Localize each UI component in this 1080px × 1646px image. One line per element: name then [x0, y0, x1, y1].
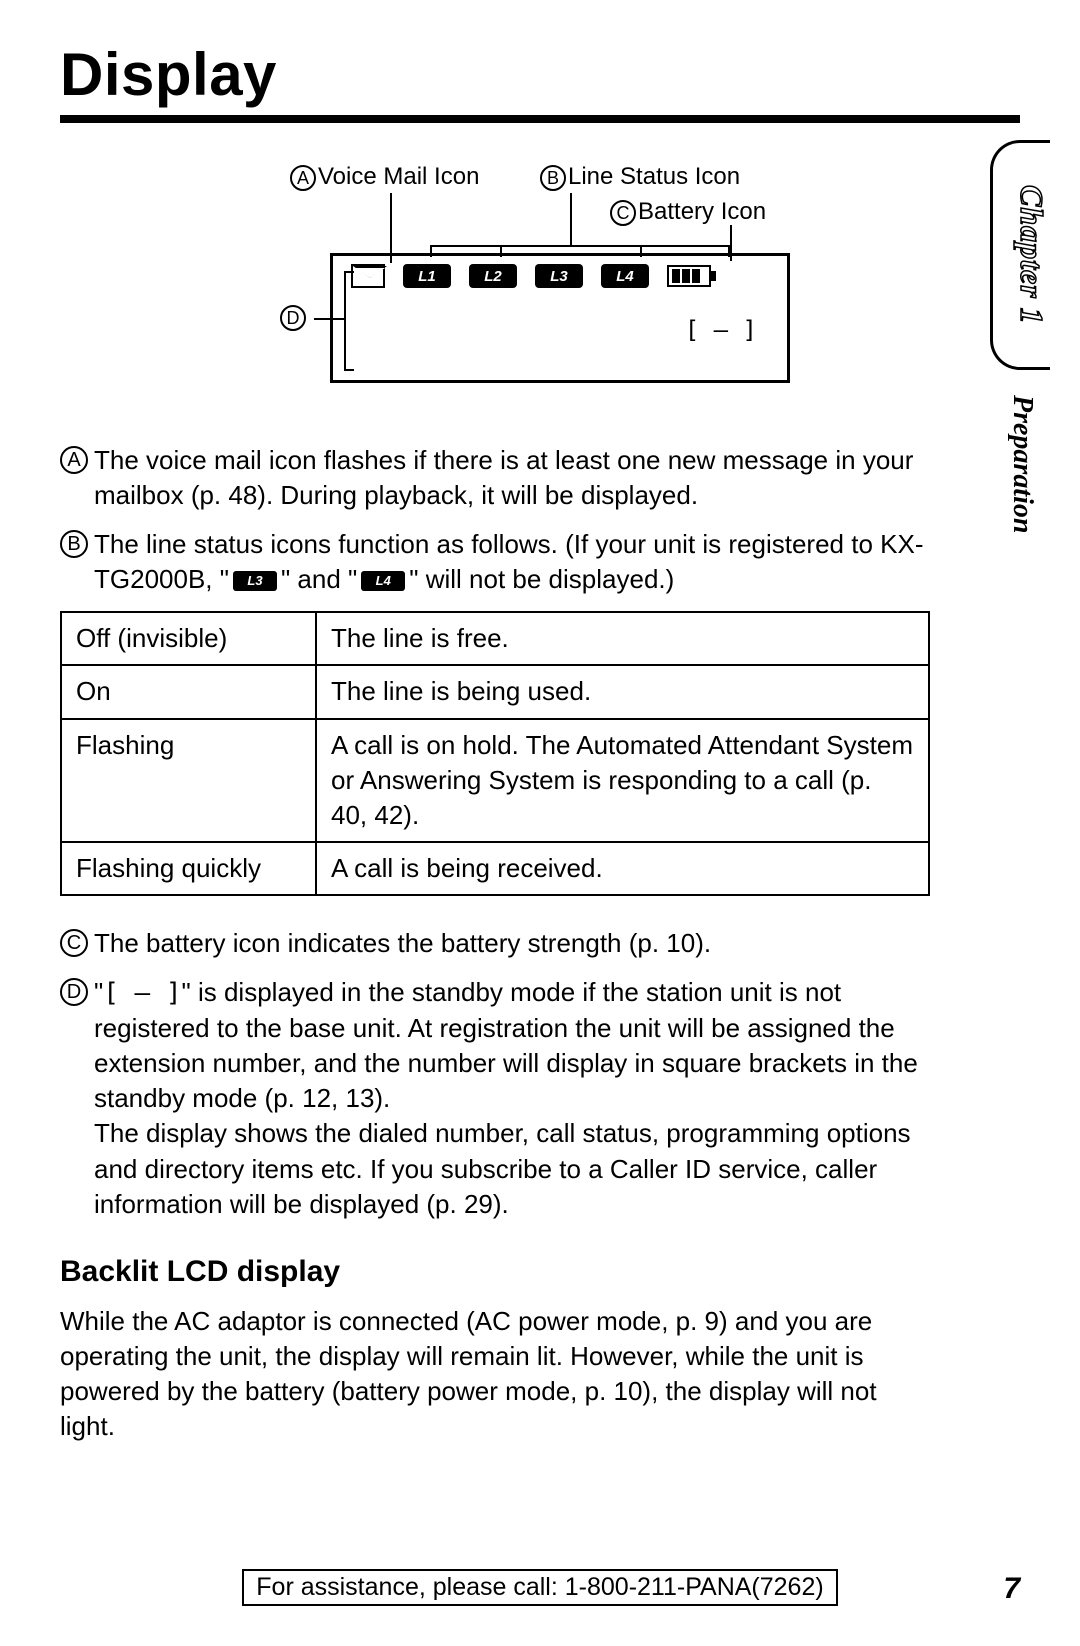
para-c-text: The battery icon indicates the battery s… [94, 926, 930, 961]
callout-a: AVoice Mail Icon [290, 163, 479, 191]
callout-a-label: Voice Mail Icon [318, 163, 479, 190]
leader-b-h [430, 245, 730, 247]
marker-c: C [610, 200, 636, 226]
line-icon-l1: L1 [403, 264, 451, 288]
footer: For assistance, please call: 1-800-211-P… [0, 1569, 1080, 1606]
para-b-post: " will not be displayed.) [409, 564, 674, 594]
table-row: On The line is being used. [61, 665, 929, 718]
table-cell: Flashing quickly [61, 842, 316, 895]
lcd-diagram: AVoice Mail Icon BLine Status Icon CBatt… [230, 163, 850, 403]
lcd-icon-row: L1 L2 L3 L4 [351, 264, 711, 288]
line-icon-l3: L3 [535, 264, 583, 288]
table-cell: A call is being received. [316, 842, 929, 895]
para-a-text: The voice mail icon flashes if there is … [94, 443, 930, 513]
voicemail-icon [351, 264, 385, 288]
para-marker-c: C [60, 929, 88, 957]
page-title: Display [60, 40, 1020, 109]
table-row: Flashing A call is on hold. The Automate… [61, 719, 929, 842]
subheading-backlit: Backlit LCD display [60, 1252, 930, 1293]
line-icon-l2: L2 [469, 264, 517, 288]
table-cell: The line is being used. [316, 665, 929, 718]
para-b-mid: " and " [281, 564, 357, 594]
marker-a: A [290, 165, 316, 191]
table-row: Flashing quickly A call is being receive… [61, 842, 929, 895]
table-cell: Flashing [61, 719, 316, 842]
lcd-box: L1 L2 L3 L4 [ – ] [330, 253, 790, 383]
marker-b: B [540, 165, 566, 191]
table-cell: A call is on hold. The Automated Attenda… [316, 719, 929, 842]
para-d-pre: " [94, 977, 103, 1007]
para-c: C The battery icon indicates the battery… [60, 926, 930, 961]
section-label: Preparation [1006, 395, 1038, 533]
para-marker-a: A [60, 446, 88, 474]
page-number: 7 [1003, 1572, 1020, 1606]
backlit-body: While the AC adaptor is connected (AC po… [60, 1304, 930, 1444]
content-body: A The voice mail icon flashes if there i… [60, 443, 1020, 1445]
callout-b-label: Line Status Icon [568, 163, 740, 190]
battery-icon [667, 265, 711, 287]
callout-b: BLine Status Icon [540, 163, 740, 191]
line-icon-l4: L4 [601, 264, 649, 288]
para-d-post: " is displayed in the standby mode if th… [94, 977, 918, 1113]
para-marker-d: D [60, 978, 88, 1006]
para-a: A The voice mail icon flashes if there i… [60, 443, 930, 513]
table-cell: On [61, 665, 316, 718]
title-rule [60, 115, 1020, 123]
standby-indicator: [ – ] [685, 316, 757, 344]
para-d-2: The display shows the dialed number, cal… [94, 1118, 911, 1218]
chapter-tab-label: Chapter 1 [1000, 150, 1050, 360]
table-cell: The line is free. [316, 612, 929, 665]
table-cell: Off (invisible) [61, 612, 316, 665]
table-row: Off (invisible) The line is free. [61, 612, 929, 665]
page: Display Chapter 1 Preparation AVoice Mai… [0, 0, 1080, 1646]
inline-line-icon-l3: L3 [233, 571, 277, 591]
para-d: D "[ – ]" is displayed in the standby mo… [60, 975, 930, 1222]
inline-line-icon-l4: L4 [361, 571, 405, 591]
para-d-symbol: [ – ] [103, 978, 181, 1008]
assistance-box: For assistance, please call: 1-800-211-P… [242, 1569, 837, 1606]
leader-b [570, 193, 572, 245]
para-d-text: "[ – ]" is displayed in the standby mode… [94, 975, 930, 1222]
callout-c: CBattery Icon [610, 198, 766, 226]
para-marker-b: B [60, 530, 88, 558]
marker-d: D [280, 305, 306, 331]
callout-c-label: Battery Icon [638, 198, 766, 225]
para-b: B The line status icons function as foll… [60, 527, 930, 597]
callout-d: D [280, 303, 308, 331]
para-b-text: The line status icons function as follow… [94, 527, 930, 597]
line-status-table: Off (invisible) The line is free. On The… [60, 611, 930, 896]
